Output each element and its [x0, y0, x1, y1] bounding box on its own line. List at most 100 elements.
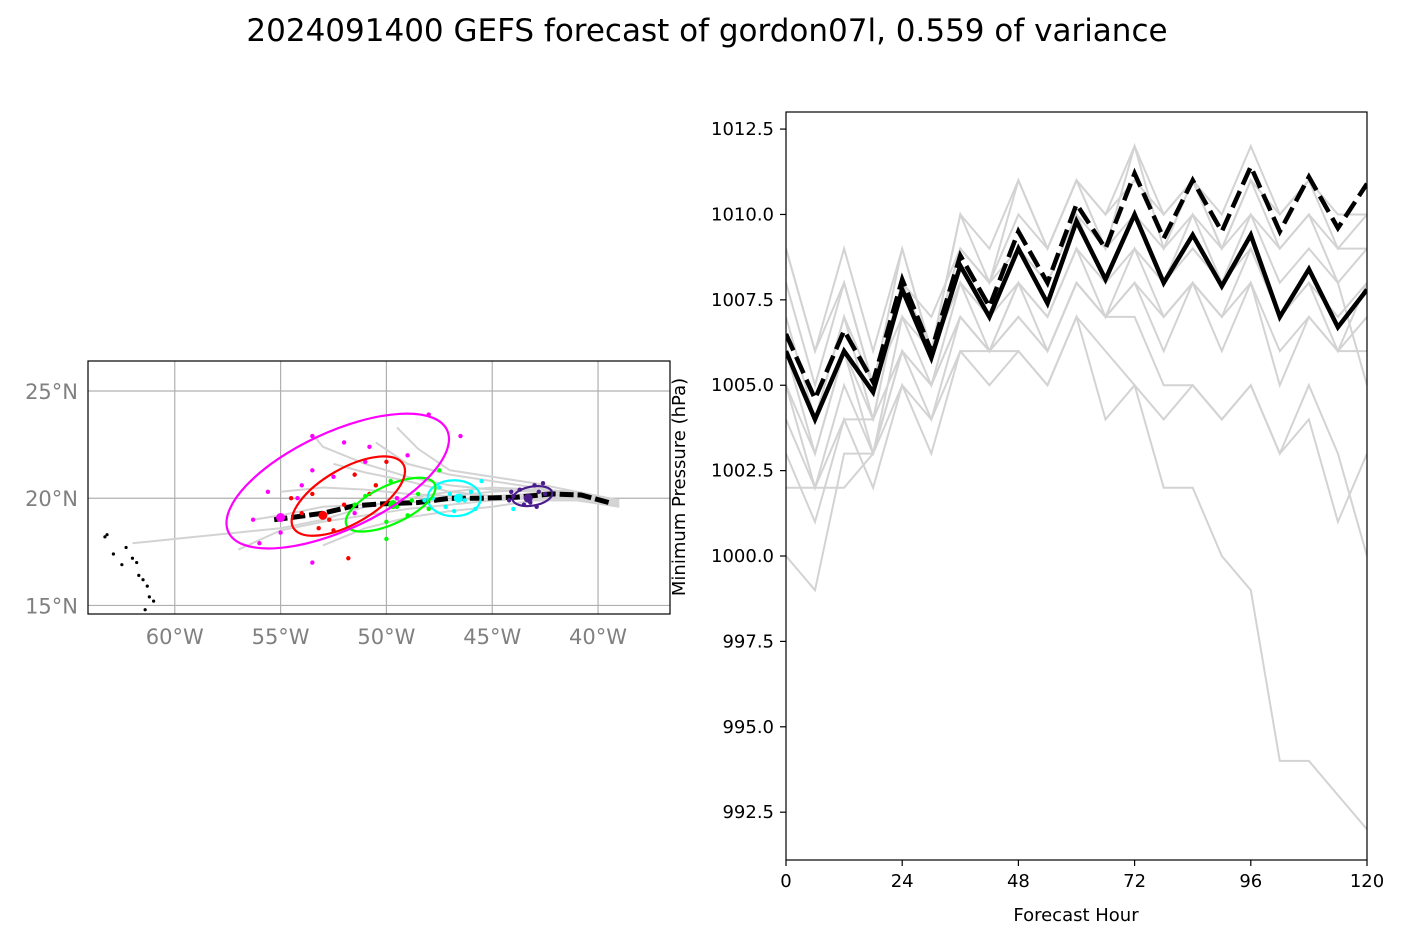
island-dot — [103, 535, 107, 539]
map-lon-tick-label: 60°W — [146, 625, 204, 649]
position-dot-t120 — [257, 541, 262, 546]
island-dot — [141, 578, 145, 582]
x-tick-label: 96 — [1239, 871, 1262, 892]
mean-position-t24 — [523, 493, 533, 503]
position-dot-t120 — [265, 489, 271, 494]
ellipse-t48 — [426, 479, 482, 518]
ensemble-mean-track — [273, 491, 610, 523]
mean-position-t120 — [276, 513, 286, 523]
mean-track-line — [273, 491, 610, 523]
position-dot-t120 — [331, 474, 336, 479]
map-lon-tick-label: 55°W — [252, 625, 310, 649]
y-tick-label: 1007.5 — [711, 290, 774, 311]
y-axis-label: Minimum Pressure (hPa) — [669, 378, 690, 596]
position-dot-t120 — [394, 496, 400, 501]
position-dot-t120 — [250, 517, 256, 522]
position-dot-t72 — [426, 506, 431, 512]
ellipse-t96 — [290, 455, 407, 537]
position-dot-t120 — [367, 444, 372, 449]
map-lat-tick-label: 25°N — [25, 380, 78, 404]
pressure-chart: 0 24 48 72 96 120 992.5 995.0 997.5 1000.0 1002.5 1… — [669, 111, 1384, 926]
position-dot-t24 — [542, 491, 548, 497]
member-track-line — [375, 441, 620, 504]
ellipse-t72 — [344, 476, 437, 533]
map-frame — [87, 360, 671, 615]
member-pressure-line — [786, 177, 1367, 386]
x-tick-label: 120 — [1350, 871, 1384, 892]
position-dot-t120 — [310, 560, 315, 565]
position-dot-t24 — [506, 498, 512, 503]
position-dot-t120 — [363, 459, 368, 464]
island-dot — [130, 556, 135, 560]
position-dot-t72 — [388, 478, 393, 484]
position-dot-t120 — [310, 468, 315, 473]
position-dot-t120 — [352, 511, 357, 516]
position-dot-t96 — [341, 502, 347, 507]
forecast-positions — [250, 412, 548, 565]
island-dot — [111, 552, 115, 556]
island-dot — [152, 599, 156, 603]
position-dot-t120 — [458, 433, 463, 439]
position-dot-t48 — [462, 498, 467, 503]
island-dot — [135, 560, 139, 565]
y-tick-label: 1002.5 — [711, 461, 774, 482]
island-dot — [105, 533, 109, 537]
position-dot-t48 — [451, 508, 457, 514]
position-dot-t120 — [278, 530, 283, 535]
map-lon-tick-label: 40°W — [569, 625, 627, 649]
x-tick-label: 48 — [1007, 871, 1030, 892]
position-dot-t96 — [288, 496, 294, 501]
position-dot-t96 — [299, 511, 304, 516]
track-map: 60°W 55°W 50°W 45°W 40°W 15°N 20°N 25°N — [25, 360, 671, 649]
y-tick-label: 1012.5 — [711, 119, 774, 140]
map-gridlines — [88, 361, 670, 614]
member-track-line — [237, 497, 620, 551]
position-dot-t72 — [384, 536, 389, 542]
island-dot — [137, 573, 141, 578]
mean-position-t48 — [453, 493, 463, 503]
position-dot-t120 — [295, 496, 300, 501]
dashed-pressure-line — [786, 161, 1367, 405]
map-lon-tick-label: 45°W — [463, 625, 521, 649]
y-tick-label: 1005.0 — [711, 375, 774, 396]
position-dot-t24 — [536, 489, 541, 494]
position-dot-t72 — [437, 468, 442, 473]
y-tick-label: 1010.0 — [711, 204, 774, 225]
member-tracks — [132, 426, 620, 551]
x-tick-label: 24 — [891, 871, 914, 892]
island-dot — [145, 584, 149, 588]
island-dot — [120, 563, 124, 567]
position-dot-t72 — [415, 491, 421, 497]
position-dot-t72 — [384, 519, 389, 525]
island-dot — [147, 595, 151, 599]
position-dot-t48 — [443, 504, 448, 509]
member-pressure-line — [786, 315, 1367, 830]
position-dot-t96 — [310, 491, 315, 497]
position-dot-t96 — [352, 472, 357, 477]
pressure-ticks: 0 24 48 72 96 120 992.5 995.0 997.5 1000.0 1002.5 1… — [711, 119, 1384, 892]
map-tick-labels: 60°W 55°W 50°W 45°W 40°W 15°N 20°N 25°N — [25, 380, 627, 649]
island-dot — [124, 545, 128, 550]
figure-title: 2024091400 GEFS forecast of gordon07l, 0… — [246, 13, 1167, 49]
position-dot-t48 — [479, 478, 484, 484]
member-pressure-line — [786, 211, 1367, 458]
y-tick-label: 997.5 — [722, 631, 774, 652]
mean-pressure-line — [786, 208, 1367, 426]
map-plot-area — [103, 412, 620, 612]
position-dot-t120 — [310, 433, 315, 439]
position-dot-t24 — [509, 489, 514, 494]
position-dot-t48 — [437, 485, 442, 490]
position-dot-t48 — [468, 489, 474, 494]
position-dot-t96 — [373, 483, 379, 488]
position-dot-t48 — [511, 506, 516, 512]
map-lon-tick-label: 50°W — [357, 625, 415, 649]
pressure-series — [786, 142, 1367, 830]
x-axis-label: Forecast Hour — [1013, 905, 1139, 926]
mean-position-t96 — [318, 510, 328, 520]
x-tick-label: 0 — [780, 871, 791, 892]
uncertainty-ellipses — [225, 412, 554, 550]
member-track-line — [322, 499, 620, 547]
position-dot-t48 — [447, 491, 453, 497]
y-tick-label: 1000.0 — [711, 546, 774, 567]
